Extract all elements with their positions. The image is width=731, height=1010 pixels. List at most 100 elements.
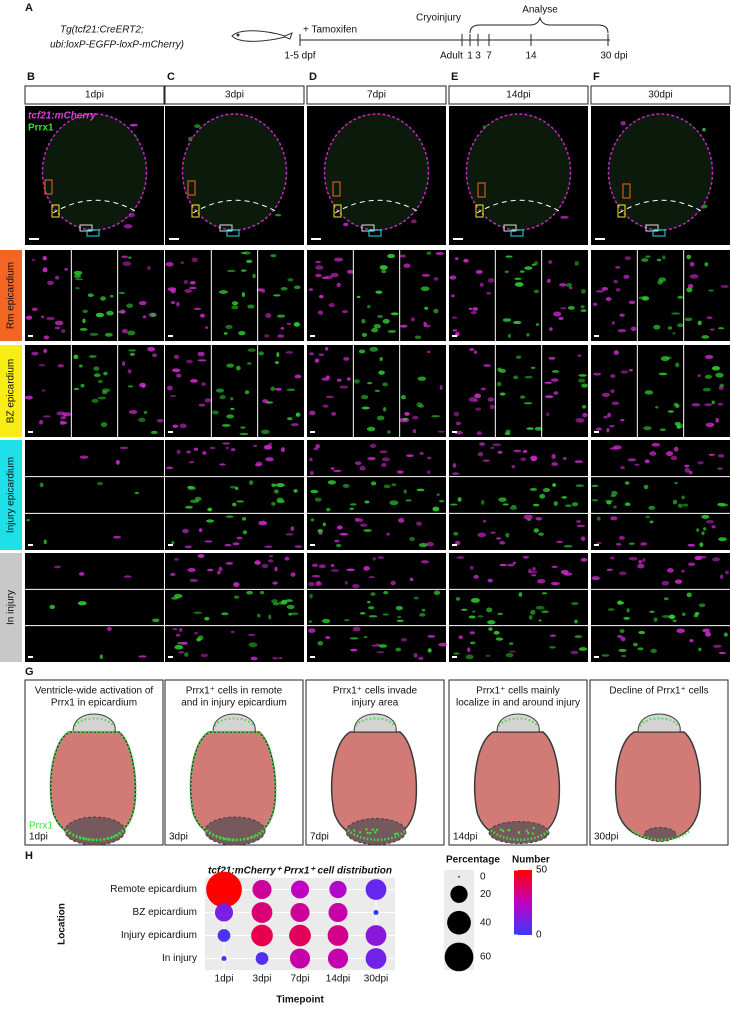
cell-signal <box>315 260 322 263</box>
cell-signal <box>498 497 507 502</box>
legend-bubble <box>458 876 460 878</box>
cell-signal <box>232 502 237 507</box>
roi-box <box>79 224 93 232</box>
cell-signal <box>359 465 366 471</box>
y-axis-label: Location <box>57 903 68 945</box>
x-tick-label: 7dpi <box>291 974 310 985</box>
schematic-time: 7dpi <box>310 832 329 843</box>
cell-signal <box>103 371 108 376</box>
bubble <box>255 952 269 965</box>
cell-signal <box>100 422 108 428</box>
cell-signal <box>382 318 390 324</box>
injury-signal <box>531 832 535 835</box>
cell-signal <box>170 572 176 577</box>
roi-box <box>503 224 517 232</box>
cell-signal <box>43 335 50 340</box>
cell-signal <box>383 484 391 489</box>
cell-signal <box>627 458 637 462</box>
cell-signal <box>452 329 458 332</box>
roi-box <box>652 229 666 237</box>
cell-signal <box>534 261 539 266</box>
column-title: 30dpi <box>648 90 672 101</box>
fish-eye <box>236 33 240 37</box>
cell-signal <box>560 215 569 219</box>
schematic-caption: and in injury epicardium <box>181 698 287 709</box>
legend-label: 20 <box>480 889 492 900</box>
panel-label: A <box>25 2 33 14</box>
cell-signal <box>469 565 474 570</box>
cell-signal <box>720 574 724 579</box>
cell-signal <box>505 652 514 658</box>
tamoxifen: + Tamoxifen <box>303 25 357 36</box>
micrograph <box>591 250 730 341</box>
cell-signal <box>437 430 446 433</box>
cell-signal <box>649 520 654 524</box>
cell-signal <box>328 303 335 308</box>
cell-signal <box>718 651 727 655</box>
cell-signal <box>280 287 288 291</box>
cell-signal <box>54 565 61 569</box>
cell-signal <box>349 507 354 510</box>
cell-signal <box>681 612 686 617</box>
cell-signal <box>317 310 324 315</box>
cell-signal <box>487 278 495 283</box>
cell-signal <box>702 127 706 132</box>
cell-signal <box>310 518 315 522</box>
cell-signal <box>221 612 229 616</box>
cell-signal <box>630 326 637 332</box>
injury-signal <box>353 829 356 832</box>
cell-signal <box>449 275 457 280</box>
cell-signal <box>268 442 273 446</box>
injury-border <box>334 199 420 214</box>
cell-signal <box>239 432 249 436</box>
cell-signal <box>718 537 727 542</box>
cell-signal <box>173 354 180 359</box>
schematic-time: 30dpi <box>594 832 618 843</box>
panel-label: H <box>25 850 33 862</box>
cell-signal <box>435 252 444 255</box>
cell-signal <box>596 516 601 521</box>
cell-signal <box>378 370 385 375</box>
cell-signal <box>421 608 426 612</box>
cell-signal <box>532 567 536 571</box>
cell-signal <box>666 451 674 457</box>
heart-schematic <box>49 713 137 846</box>
cell-signal <box>617 601 625 605</box>
cell-signal <box>99 654 103 660</box>
cell-signal <box>274 566 278 572</box>
cell-signal <box>379 450 388 454</box>
cell-signal <box>433 308 439 314</box>
cell-signal <box>581 383 588 388</box>
cell-signal <box>505 255 513 258</box>
cell-signal <box>373 323 381 329</box>
cell-signal <box>290 612 299 616</box>
cell-signal <box>418 542 428 548</box>
cell-signal <box>270 254 277 258</box>
cell-signal <box>290 526 295 531</box>
micrograph <box>25 250 164 341</box>
roi-box <box>226 229 240 237</box>
cell-signal <box>73 387 80 391</box>
legend-label: 60 <box>480 952 492 963</box>
cell-signal <box>427 635 436 638</box>
cell-signal <box>582 412 588 418</box>
cell-signal <box>217 570 221 575</box>
cell-signal <box>308 628 316 633</box>
cell-signal <box>497 450 503 454</box>
cell-signal <box>439 385 443 390</box>
cell-signal <box>423 321 427 327</box>
panel-label: C <box>167 71 175 83</box>
cell-signal <box>73 354 79 360</box>
cell-signal <box>526 427 534 430</box>
cell-signal <box>412 415 419 420</box>
micrograph <box>449 250 588 341</box>
cell-signal <box>465 654 474 660</box>
cell-signal <box>626 608 630 613</box>
cell-signal <box>538 619 542 622</box>
cell-signal <box>620 370 629 374</box>
cell-signal <box>336 378 342 382</box>
cell-signal <box>369 443 377 449</box>
y-tick-label: Remote epicardium <box>110 884 197 895</box>
cell-signal <box>670 455 678 461</box>
cell-signal <box>334 257 344 262</box>
